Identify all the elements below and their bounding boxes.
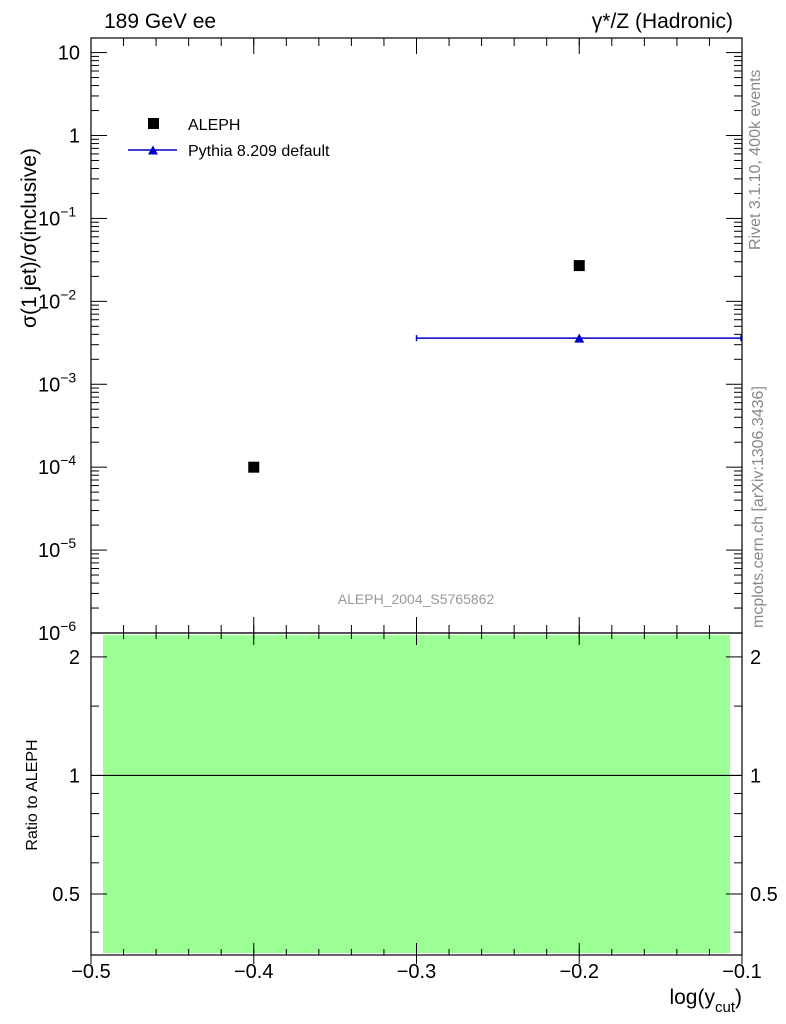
main-panel: 10−6 10−5 10−4 10−3 10−2 10−1 1 10 ALEPH_2004_S… xyxy=(38,37,743,645)
x-axis-label-subscript: cut xyxy=(715,999,736,1016)
aleph-point xyxy=(573,260,585,272)
legend: ALEPH Pythia 8.209 default xyxy=(128,117,330,160)
main-y-tick-label: 1 xyxy=(69,126,80,148)
x-axis-label: log(ycut) xyxy=(669,986,742,1016)
main-y-tick-label: 10−2 xyxy=(38,286,76,313)
analysis-label: ALEPH_2004_S5765862 xyxy=(338,591,495,607)
x-tick-label: −0.1 xyxy=(722,961,761,983)
main-y-tick-label: 10 xyxy=(58,43,80,65)
rivet-label: Rivet 3.1.10, 400k events xyxy=(747,69,764,250)
header-left: 189 GeV ee xyxy=(104,10,216,33)
x-tick-label: −0.5 xyxy=(71,961,110,983)
legend-pythia-label: Pythia 8.209 default xyxy=(188,143,330,160)
legend-pythia-marker xyxy=(148,145,158,155)
ratio-y-tick-label-right: 1 xyxy=(750,765,761,787)
ratio-y-tick-label-right: 2 xyxy=(750,647,761,669)
ratio-ylabel: Ratio to ALEPH xyxy=(24,739,41,850)
x-tick-label: −0.2 xyxy=(560,961,599,983)
ratio-y-tick-label: 1 xyxy=(69,765,80,787)
main-y-tick-label: 10−4 xyxy=(38,452,76,479)
ratio-y-tick-label-right: 0.5 xyxy=(750,884,778,906)
main-axes-ticks: 10−6 10−5 10−4 10−3 10−2 10−1 1 10 xyxy=(38,38,743,645)
ratio-axes-ticks: 0.5 0.5 1 1 2 2 −0.5 −0.4 −0.3 −0.2 −0.1 xyxy=(52,633,778,983)
ratio-band xyxy=(103,635,730,953)
legend-aleph-label: ALEPH xyxy=(188,117,240,134)
ratio-y-tick-label: 2 xyxy=(69,647,80,669)
ratio-y-tick-label: 0.5 xyxy=(52,884,80,906)
pythia-point xyxy=(574,333,585,343)
main-frame xyxy=(90,37,743,634)
main-y-tick-label: 10−6 xyxy=(38,618,76,645)
main-data-marks xyxy=(248,260,742,473)
aleph-point xyxy=(248,461,260,473)
x-tick-label: −0.4 xyxy=(234,961,273,983)
main-y-tick-label: 10−3 xyxy=(38,369,76,396)
main-y-tick-label: 10−1 xyxy=(38,203,76,230)
x-axis-label-close: ) xyxy=(735,986,742,1009)
legend-aleph-marker xyxy=(148,118,159,129)
header-right: γ*/Z (Hadronic) xyxy=(592,10,733,33)
x-tick-label: −0.3 xyxy=(397,961,436,983)
mcplots-label: mcplots.cern.ch [arXiv:1306.3436] xyxy=(750,386,767,628)
main-y-tick-label: 10−5 xyxy=(38,535,76,562)
ratio-panel: 0.5 0.5 1 1 2 2 −0.5 −0.4 −0.3 −0.2 −0.1 xyxy=(52,632,778,983)
main-ylabel: σ(1 jet)/σ(inclusive) xyxy=(18,148,41,328)
